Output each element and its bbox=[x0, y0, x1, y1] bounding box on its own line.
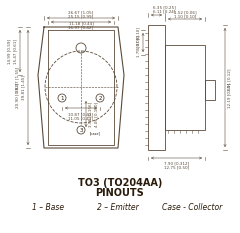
Text: TO3 (TO204AA): TO3 (TO204AA) bbox=[78, 178, 162, 188]
Bar bbox=[148, 25, 165, 150]
Text: 12.75 [0.50]: 12.75 [0.50] bbox=[164, 165, 189, 169]
Text: Case - Collector: Case - Collector bbox=[162, 202, 222, 212]
Text: 3.96 [0.156]: 3.96 [0.156] bbox=[88, 101, 92, 127]
Text: 11.05 [0.43]: 11.05 [0.43] bbox=[68, 116, 94, 120]
Bar bbox=[165, 45, 205, 130]
Text: PINOUTS: PINOUTS bbox=[96, 188, 144, 198]
Text: 6.35 [0.25]: 6.35 [0.25] bbox=[153, 5, 176, 9]
Text: 1.75 [0.08]: 1.75 [0.08] bbox=[136, 36, 140, 58]
Text: 2 – Emitter: 2 – Emitter bbox=[97, 202, 139, 212]
Text: 4.06 [0.160]: 4.06 [0.160] bbox=[94, 101, 98, 127]
Text: [case]: [case] bbox=[90, 131, 101, 135]
Text: 26.67 [1.05]: 26.67 [1.05] bbox=[68, 10, 94, 14]
Bar bbox=[205, 80, 215, 100]
Text: 39.37 [1.55]: 39.37 [1.55] bbox=[15, 67, 19, 92]
Text: 1 – Base: 1 – Base bbox=[32, 202, 64, 212]
Text: 12.19 [0.50]: 12.19 [0.50] bbox=[227, 83, 231, 108]
Text: 6.11 [0.24]: 6.11 [0.24] bbox=[153, 9, 176, 13]
Text: 2: 2 bbox=[98, 96, 102, 100]
Text: 3.91 [0.12]: 3.91 [0.12] bbox=[227, 68, 231, 91]
Text: 20.90 [0.82]: 20.90 [0.82] bbox=[15, 83, 19, 108]
Text: 1: 1 bbox=[60, 96, 64, 100]
Text: 15.47 [0.61]: 15.47 [0.61] bbox=[13, 38, 17, 64]
Text: 16.97 [0.42]: 16.97 [0.42] bbox=[68, 25, 94, 29]
Text: 10.87 [0.43]: 10.87 [0.43] bbox=[68, 112, 94, 116]
Text: 1.52 [0.06]: 1.52 [0.06] bbox=[174, 10, 196, 14]
Text: 3: 3 bbox=[79, 127, 83, 133]
Text: 39.81 [1.45]: 39.81 [1.45] bbox=[21, 75, 25, 100]
Text: 14.99 [0.59]: 14.99 [0.59] bbox=[7, 38, 11, 64]
Text: 1.10 [0.10]: 1.10 [0.10] bbox=[174, 14, 196, 18]
Text: 7.90 [0.312]: 7.90 [0.312] bbox=[164, 161, 189, 165]
Text: 25.15 [0.99]: 25.15 [0.99] bbox=[68, 14, 94, 18]
Text: 5.97 [0.10]: 5.97 [0.10] bbox=[136, 27, 140, 49]
Text: 11.18 [0.44]: 11.18 [0.44] bbox=[69, 21, 93, 25]
